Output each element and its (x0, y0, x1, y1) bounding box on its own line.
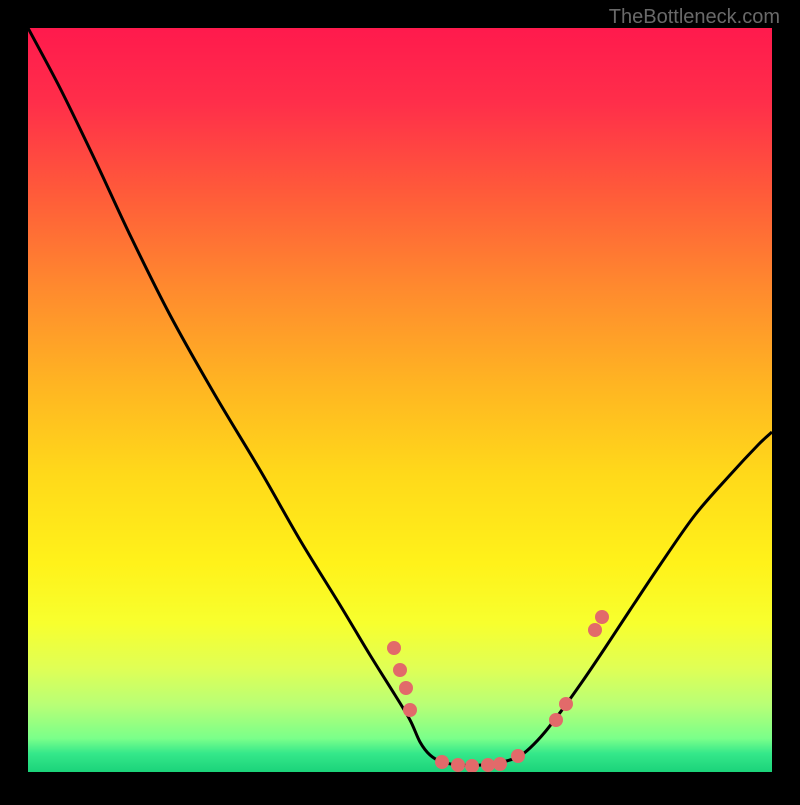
data-marker (393, 663, 407, 677)
data-marker (481, 758, 495, 772)
data-marker (493, 757, 507, 771)
watermark-text: TheBottleneck.com (609, 6, 780, 29)
bottleneck-chart (0, 0, 800, 800)
data-marker (559, 697, 573, 711)
gradient-background (28, 28, 772, 772)
data-marker (465, 759, 479, 773)
data-marker (435, 755, 449, 769)
data-marker (511, 749, 525, 763)
data-marker (451, 758, 465, 772)
data-marker (549, 713, 563, 727)
data-marker (399, 681, 413, 695)
data-marker (595, 610, 609, 624)
data-marker (387, 641, 401, 655)
data-marker (403, 703, 417, 717)
data-marker (588, 623, 602, 637)
